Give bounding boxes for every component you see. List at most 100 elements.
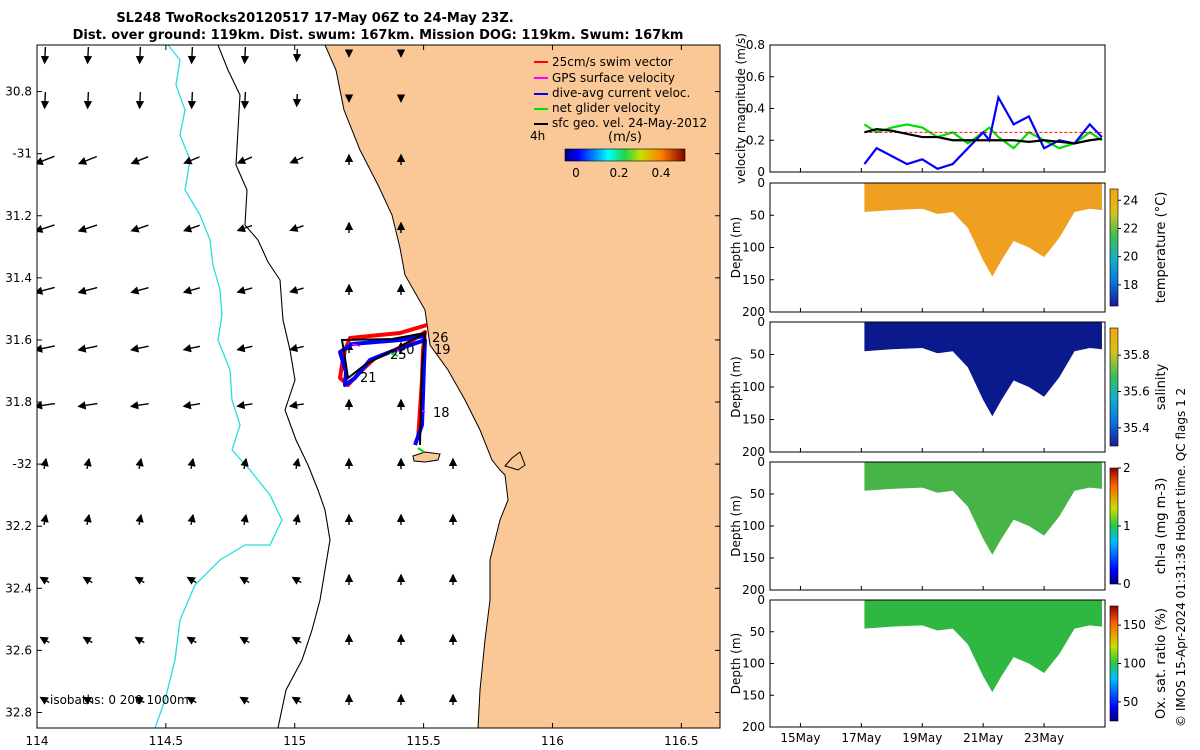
current-vector-arrow — [187, 457, 196, 470]
current-vector-arrow — [130, 224, 149, 233]
panel-ytick-label: 100 — [742, 519, 765, 533]
velocity-series-line — [864, 128, 1103, 145]
section-fill — [864, 322, 1102, 417]
map-xtick-label: 115.5 — [406, 734, 440, 748]
map-ytick-label: 31.8 — [5, 395, 32, 409]
map-panel: 26 19 20 25 21 18 25cm/s swim vector GPS… — [5, 44, 721, 748]
current-vector-arrow — [37, 155, 55, 166]
colorbar-variable-label: chl-a (mg m-3) — [1154, 478, 1169, 575]
section-colorbar — [1109, 605, 1119, 722]
current-vector-arrow — [187, 46, 197, 65]
map-ytick-label: 31.4 — [5, 271, 32, 285]
current-vector-arrow — [135, 513, 144, 526]
day-label-19: 19 — [434, 343, 451, 358]
map-ytick-label: 32.4 — [5, 581, 32, 595]
isobath-1000m — [154, 45, 283, 728]
panel-ytick-label: 0.8 — [746, 38, 765, 52]
section-fill — [864, 462, 1102, 555]
legend-net: net glider velocity — [552, 101, 660, 115]
current-vector-arrow — [83, 91, 93, 110]
current-vector-arrow — [292, 48, 302, 63]
current-vector-arrow — [291, 696, 302, 705]
map-xtick-label: 116.5 — [664, 734, 698, 748]
current-vector-arrow — [292, 513, 301, 526]
current-vector-arrow — [77, 344, 98, 353]
map-xtick-label: 114 — [26, 734, 49, 748]
map-colorbar-unit: (m/s) — [608, 130, 642, 145]
colorbar-tick-label: 20 — [1123, 250, 1138, 264]
colorbar-tick-label: 24 — [1123, 193, 1138, 207]
colorbar-tick-label: 0 — [1123, 577, 1131, 591]
current-vector-arrow — [77, 401, 98, 410]
panel-ytick-label: 50 — [750, 208, 765, 222]
current-vector-arrow — [183, 156, 200, 165]
current-vector-arrow — [182, 401, 201, 410]
current-vector-arrow — [289, 156, 304, 164]
current-vector-arrow — [187, 91, 197, 110]
panel-frame — [769, 182, 1106, 313]
map-ytick-label: 31.2 — [5, 209, 32, 223]
current-vector-arrow — [292, 93, 302, 108]
current-vector-arrow — [236, 344, 253, 353]
current-vector-arrow — [291, 636, 302, 645]
isobaths-label: isobaths: 0 200 1000m — [50, 693, 189, 707]
legend-sfc: sfc geo. vel. 24-May-2012 — [552, 116, 707, 130]
colorbar-tick-label: 150 — [1123, 618, 1146, 632]
panel-frame — [769, 461, 1106, 591]
panel-ytick-label: 200 — [742, 445, 765, 459]
colorbar-variable-label: salinity — [1154, 363, 1169, 410]
current-vector-arrow — [77, 224, 98, 233]
panel-ylabel: Depth (m) — [729, 633, 743, 694]
section-fill — [864, 183, 1102, 277]
vector-scale-label: 4h — [530, 129, 545, 143]
map-xtick-label: 114.5 — [149, 734, 183, 748]
current-vector-arrow — [291, 576, 302, 585]
date-tick-label: 23May — [1024, 731, 1064, 745]
current-vector-arrow — [40, 91, 50, 110]
day-label-25: 25 — [390, 348, 407, 363]
current-vector-arrow — [239, 576, 250, 585]
current-vector-arrow — [40, 457, 49, 470]
current-vector-arrow — [37, 344, 55, 353]
current-vector-arrow — [37, 401, 55, 410]
land-area — [324, 45, 720, 728]
title-line-1: SL248 TwoRocks20120517 17-May 06Z to 24-… — [116, 11, 513, 26]
current-vector-arrow — [182, 224, 200, 233]
current-vector-arrow — [239, 696, 250, 705]
panel-ytick-label: 0 — [757, 165, 765, 179]
map-colorbar-tick-1: 0.2 — [609, 166, 628, 180]
current-vector-arrow — [292, 457, 301, 470]
colorbar-variable-label: Ox. sat. ratio (%) — [1154, 608, 1169, 719]
colorbar-tick-label: 22 — [1123, 221, 1138, 235]
current-vector-arrow — [236, 400, 253, 410]
section-colorbar — [1109, 327, 1119, 447]
legend-swim: 25cm/s swim vector — [552, 55, 673, 69]
legend-gps: GPS surface velocity — [552, 71, 675, 85]
current-vector-arrow — [134, 696, 145, 705]
current-vector-arrow — [186, 636, 197, 645]
colorbar-tick-label: 100 — [1123, 657, 1146, 671]
panel-frame — [769, 321, 1106, 453]
day-label-26: 26 — [432, 331, 449, 346]
map-colorbar — [564, 148, 686, 162]
date-tick-label: 19May — [902, 731, 942, 745]
current-vector-arrow — [135, 46, 145, 65]
panel-ytick-label: 150 — [742, 688, 765, 702]
date-tick-label: 15May — [780, 731, 820, 745]
current-vector-arrow — [39, 696, 50, 705]
legend-current: dive-avg current veloc. — [552, 86, 690, 100]
panel-frame — [769, 44, 1106, 173]
panel-frame — [769, 599, 1106, 728]
panel-ytick-label: 150 — [742, 413, 765, 427]
current-vector-arrow — [182, 344, 201, 353]
map-frame — [36, 44, 721, 729]
panel-ytick-label: 100 — [742, 657, 765, 671]
colorbar-tick-label: 35.4 — [1123, 421, 1150, 435]
current-vector-arrow — [77, 155, 98, 165]
panel-ytick-label: 0.2 — [746, 133, 765, 147]
glider-track: 26 19 20 25 21 18 — [338, 323, 451, 453]
panel-ytick-label: 100 — [742, 380, 765, 394]
panel-salinity-section: 0 50 100 150 200 Depth (m) 35.4 35.6 35.8 salinit… — [729, 315, 1169, 459]
panel-temperature-section: 0 50 100 150 200 Depth (m) 18 20 22 24 temperature… — [729, 176, 1169, 319]
